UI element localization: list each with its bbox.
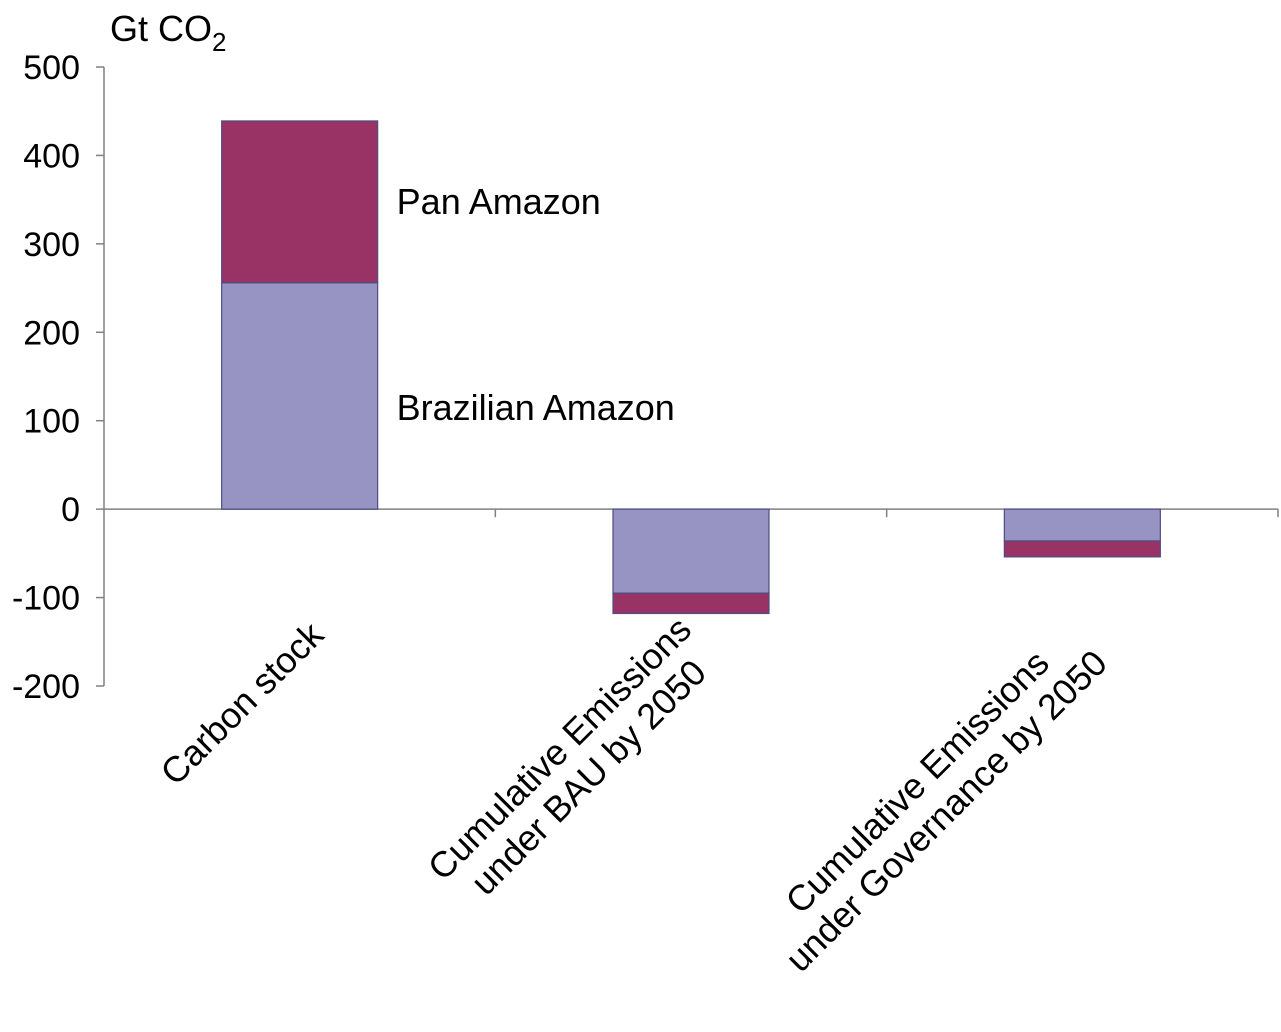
bar-segment-brazilian-amazon (1003, 508, 1161, 542)
bar-segment-brazilian-amazon (612, 508, 770, 594)
category-label-line: Cumulative Emissions (420, 608, 699, 887)
bar-segment-brazilian-amazon (221, 282, 379, 510)
y-unit-label: Gt CO2 (110, 8, 226, 57)
bars (221, 120, 1161, 615)
series-label-pan-amazon: Pan Amazon (397, 181, 601, 222)
y-tick-label: 300 (23, 226, 80, 264)
y-tick-label: 500 (23, 49, 80, 87)
y-unit-main: Gt CO (110, 8, 212, 49)
category-label: Carbon stock (152, 613, 332, 793)
category-label-line: under Governance by 2050 (777, 642, 1115, 980)
series-label-brazilian-amazon: Brazilian Amazon (397, 387, 675, 428)
category-label-line: Cumulative Emissions (777, 642, 1056, 921)
category-label-line: Carbon stock (152, 613, 332, 793)
y-tick-label: 0 (61, 491, 80, 529)
y-tick-label: 100 (23, 403, 80, 441)
y-unit-subscript: 2 (212, 27, 226, 57)
bar-segment-pan-amazon (1003, 540, 1161, 558)
y-tick-label: -100 (12, 580, 80, 618)
y-tick-label: 400 (23, 137, 80, 175)
y-tick-label: 200 (23, 314, 80, 352)
labels: 500 400 300 200 100 0 -100 -200 Brazilian Amazon… (12, 8, 1115, 979)
bar-segment-pan-amazon (221, 120, 379, 284)
y-tick-label: -200 (12, 668, 80, 706)
bar-segment-pan-amazon (612, 592, 770, 615)
